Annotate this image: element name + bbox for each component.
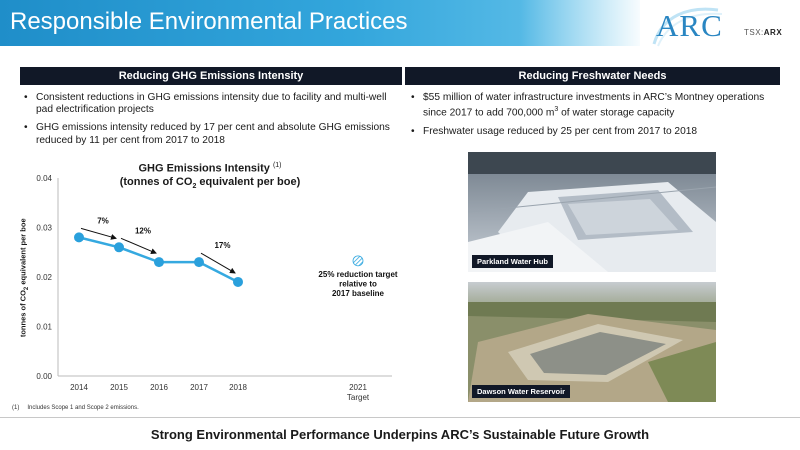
x-tick-label-target: 2021 [349,383,367,392]
footer-message: Strong Environmental Performance Underpi… [150,427,650,442]
target-marker [352,255,364,267]
x-tick-label: 2016 [150,383,168,392]
right-bullet-2: Freshwater usage reduced by 25 per cent … [409,126,781,138]
y-tick-label: 0.01 [36,323,52,332]
data-point [74,232,84,243]
right-bullet-1-end: of water storage capacity [558,107,675,119]
right-bullets: $55 million of water infrastructure inve… [409,92,781,144]
data-point [233,276,243,287]
y-tick-label: 0.03 [36,224,52,233]
footnote-text: Includes Scope 1 and Scope 2 emissions. [27,405,139,411]
dawson-photo-image [468,282,716,402]
parkland-water-hub-photo: Parkland Water Hub [468,152,716,272]
footnote-marker: (1) [12,405,20,411]
left-bullet-2: GHG emissions intensity reduced by 17 pe… [22,122,394,146]
x-tick-label: 2018 [229,383,247,392]
arc-logo-swoosh [652,7,723,47]
title-bar-fade [520,0,640,46]
x-tick-label-target-sub: Target [347,393,370,402]
footer-divider [0,417,800,418]
x-tick-label: 2017 [190,383,208,392]
ticker-prefix: TSX: [744,28,764,37]
target-label-line: 25% reduction target [318,270,397,279]
change-label: 7% [97,216,109,225]
change-arrow [120,237,157,254]
right-bullet-1-text: $55 million of water infrastructure inve… [423,92,765,119]
title-bar: Responsible Environmental Practices [0,0,640,46]
chart-title-line1: GHG Emissions Intensity [138,162,270,175]
chart-title-sub: 2 [192,182,197,190]
change-arrow [200,252,236,274]
data-point [114,242,124,253]
footnote: (1) Includes Scope 1 and Scope 2 emission… [12,405,147,411]
y-tick-label: 0.02 [36,273,52,282]
left-section-heading: Reducing GHG Emissions Intensity [20,67,402,85]
parkland-photo-label: Parkland Water Hub [472,255,553,268]
page-title: Responsible Environmental Practices [10,8,408,35]
right-bullet-1: $55 million of water infrastructure inve… [409,92,781,120]
ticker: TSX:ARX [744,28,782,37]
data-point [154,257,164,268]
x-tick-label: 2015 [110,383,128,392]
target-label-line: 2017 baseline [332,289,385,298]
dawson-photo-label: Dawson Water Reservoir [472,385,571,398]
left-bullets: Consistent reductions in GHG emissions i… [22,92,394,153]
dawson-water-reservoir-photo: Dawson Water Reservoir [468,282,716,402]
target-label-line: relative to [339,279,377,288]
right-bullet-1-sup: 3 [554,106,559,114]
ghg-intensity-chart: 0.00 0.01 0.02 0.03 0.04 2014 2015 2016 2017 2018… [36,174,397,402]
chart-title-note: (1) [272,162,282,169]
change-label: 17% [214,241,230,250]
chart-title: GHG Emissions Intensity (1) (tonnes of C… [60,159,360,193]
right-section-heading: Reducing Freshwater Needs [405,67,780,85]
y-tick-label: 0.04 [36,174,52,183]
left-bullet-1: Consistent reductions in GHG emissions i… [22,92,394,116]
data-point [194,257,204,268]
ticker-symbol: ARX [763,28,783,37]
chart-title-line2-end: equivalent per boe) [196,175,301,188]
arc-logo: ARC [656,8,723,43]
change-arrow [80,227,117,240]
y-tick-label: 0.00 [36,372,52,381]
change-label: 12% [135,226,151,235]
parkland-photo-image [468,152,716,272]
x-tick-label: 2014 [70,383,88,392]
chart-title-line2: (tonnes of CO [119,175,193,188]
